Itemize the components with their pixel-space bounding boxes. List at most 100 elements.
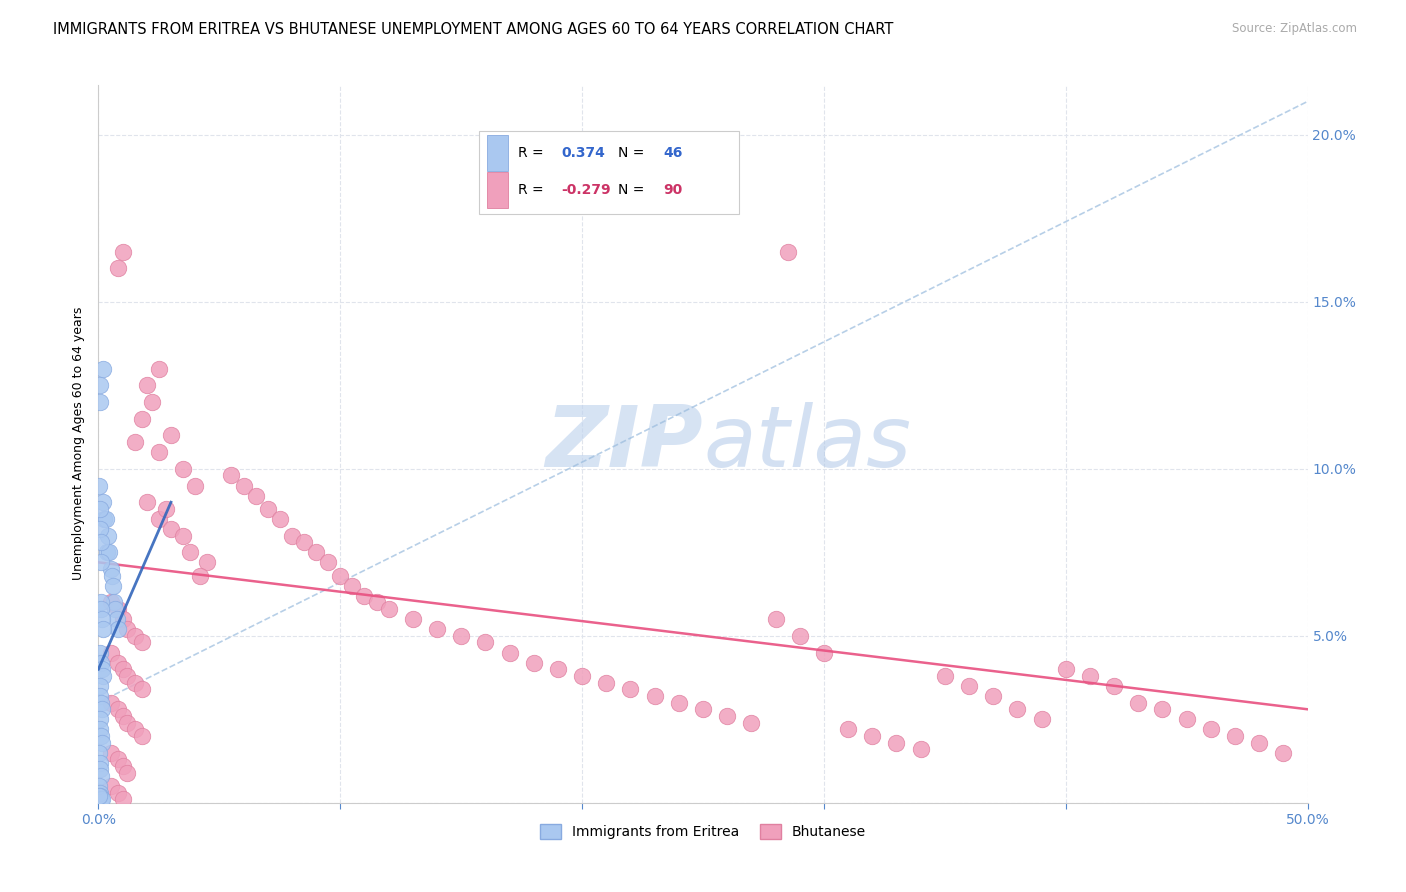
Point: [957, 679, 980, 693]
Point: [89, 712, 111, 726]
Point: [716, 709, 738, 723]
Point: [101, 579, 124, 593]
Point: [89, 646, 111, 660]
Point: [89, 779, 111, 793]
Point: [100, 568, 122, 582]
Point: [837, 723, 859, 737]
Point: [100, 779, 122, 793]
Point: [148, 361, 170, 376]
Point: [245, 489, 267, 503]
Point: [1249, 736, 1271, 750]
Point: [91, 662, 114, 676]
Point: [97, 528, 120, 542]
Point: [107, 786, 129, 800]
Point: [105, 612, 128, 626]
Point: [1199, 723, 1222, 737]
Point: [107, 261, 129, 276]
Point: [124, 435, 146, 450]
Point: [305, 545, 328, 559]
Point: [256, 502, 278, 516]
Point: [111, 244, 134, 259]
Point: [89, 789, 111, 804]
FancyBboxPatch shape: [479, 131, 740, 214]
Point: [1054, 662, 1077, 676]
Point: [160, 428, 183, 442]
Point: [426, 622, 449, 636]
Point: [1102, 679, 1125, 693]
Text: IMMIGRANTS FROM ERITREA VS BHUTANESE UNEMPLOYMENT AMONG AGES 60 TO 64 YEARS CORR: IMMIGRANTS FROM ERITREA VS BHUTANESE UNE…: [53, 22, 894, 37]
Point: [886, 736, 908, 750]
FancyBboxPatch shape: [486, 172, 509, 208]
Point: [474, 635, 496, 649]
Point: [148, 512, 170, 526]
Point: [100, 746, 122, 760]
Point: [89, 756, 111, 770]
Point: [131, 729, 153, 743]
Text: ZIP: ZIP: [546, 402, 703, 485]
Point: [90, 555, 112, 569]
Point: [89, 723, 111, 737]
Point: [329, 568, 352, 582]
Point: [1007, 702, 1029, 716]
Point: [281, 528, 304, 542]
Point: [117, 765, 139, 780]
Point: [111, 612, 134, 626]
Point: [366, 595, 388, 609]
FancyBboxPatch shape: [486, 135, 509, 171]
Point: [91, 669, 114, 683]
Point: [377, 602, 399, 616]
Point: [450, 629, 472, 643]
Point: [91, 612, 114, 626]
Point: [89, 789, 111, 804]
Point: [155, 502, 177, 516]
Point: [668, 696, 690, 710]
Point: [91, 495, 114, 509]
Point: [1272, 746, 1295, 760]
Point: [91, 622, 114, 636]
Point: [89, 522, 111, 536]
Point: [124, 723, 146, 737]
Point: [571, 669, 593, 683]
Point: [107, 602, 129, 616]
Point: [90, 595, 112, 609]
Point: [184, 478, 207, 492]
Point: [765, 612, 787, 626]
Point: [232, 478, 254, 492]
Point: [89, 689, 111, 703]
Point: [90, 602, 112, 616]
Point: [89, 378, 111, 392]
Point: [740, 715, 762, 730]
Point: [98, 545, 121, 559]
Text: R =: R =: [517, 183, 548, 197]
Point: [1078, 669, 1101, 683]
Point: [111, 792, 134, 806]
Point: [934, 669, 956, 683]
Text: R =: R =: [517, 146, 548, 160]
Point: [221, 468, 243, 483]
Text: Source: ZipAtlas.com: Source: ZipAtlas.com: [1232, 22, 1357, 36]
Text: 0.374: 0.374: [561, 146, 606, 160]
Point: [94, 512, 117, 526]
Point: [195, 555, 218, 569]
Point: [498, 646, 520, 660]
Text: 90: 90: [664, 183, 682, 197]
Point: [316, 555, 339, 569]
Point: [111, 709, 134, 723]
Point: [91, 702, 114, 716]
Point: [107, 656, 129, 670]
Point: [619, 682, 641, 697]
Point: [1128, 696, 1150, 710]
Point: [111, 662, 134, 676]
Point: [100, 595, 122, 609]
Point: [141, 395, 163, 409]
Point: [776, 244, 799, 259]
Point: [90, 729, 112, 743]
Point: [860, 729, 883, 743]
Legend: Immigrants from Eritrea, Bhutanese: Immigrants from Eritrea, Bhutanese: [533, 817, 873, 847]
Point: [89, 786, 111, 800]
Point: [148, 445, 170, 459]
Point: [89, 502, 111, 516]
Point: [91, 361, 114, 376]
Point: [131, 635, 153, 649]
Point: [523, 656, 546, 670]
